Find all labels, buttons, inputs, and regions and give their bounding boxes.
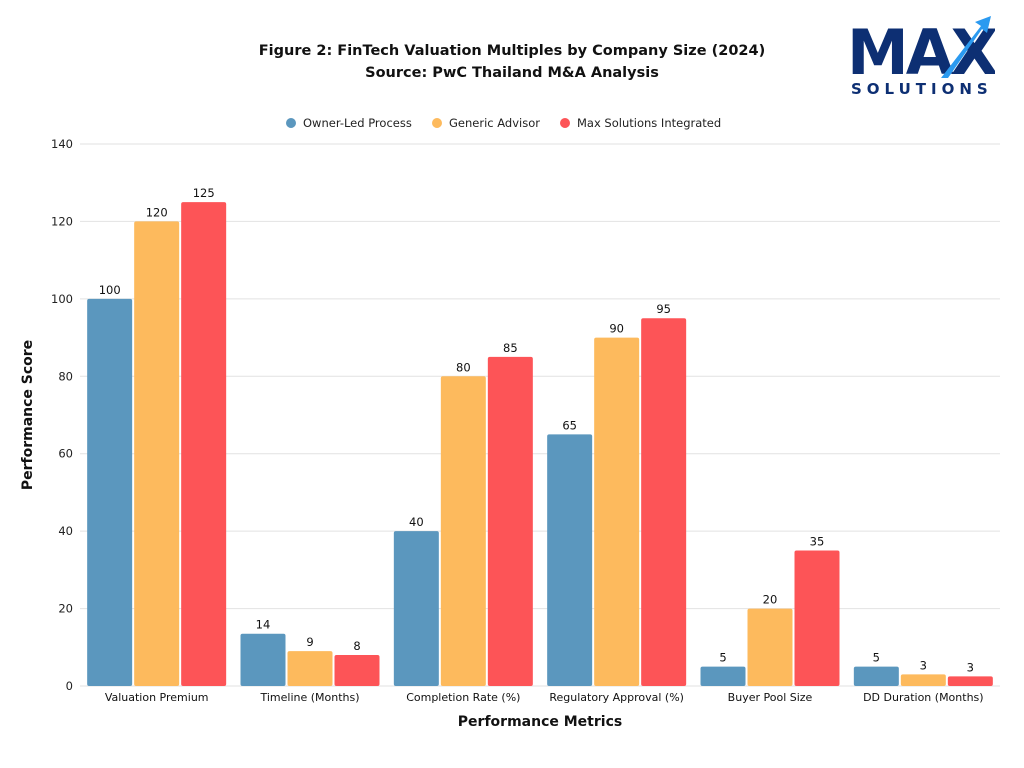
legend: Owner-Led Process Generic Advisor Max Solu… — [286, 116, 721, 130]
data-label: 3 — [967, 660, 974, 674]
bar — [547, 434, 593, 686]
data-label: 9 — [306, 635, 313, 649]
x-category-label: Timeline (Months) — [259, 691, 359, 704]
data-label: 5 — [719, 651, 726, 665]
y-tick-label: 20 — [58, 602, 73, 616]
bar — [287, 651, 333, 686]
bar — [334, 655, 380, 686]
data-label: 80 — [456, 360, 471, 374]
bar — [594, 337, 640, 686]
max-solutions-logo: MAX SOLUTIONS — [847, 16, 995, 98]
bar — [87, 298, 133, 686]
bar — [134, 221, 180, 686]
y-tick-label: 140 — [51, 137, 73, 151]
legend-item: Max Solutions Integrated — [560, 116, 721, 130]
y-tick-label: 40 — [58, 524, 73, 538]
data-label: 65 — [562, 418, 577, 432]
y-axis-title: Performance Score — [20, 340, 36, 490]
data-label: 40 — [409, 515, 424, 529]
bar — [440, 376, 486, 686]
x-category-label: Regulatory Approval (%) — [549, 691, 684, 704]
legend-swatch — [432, 118, 442, 128]
data-label: 14 — [256, 618, 271, 632]
y-tick-label: 120 — [51, 214, 73, 228]
bar — [947, 676, 993, 686]
chart-title: Figure 2: FinTech Valuation Multiples by… — [258, 43, 766, 59]
y-tick-label: 80 — [58, 369, 73, 383]
x-category-label: Valuation Premium — [105, 691, 209, 704]
data-labels: 100 120 125 14 9 8 40 80 85 65 90 95 5 20 35 5 3 3 — [99, 186, 974, 674]
legend-item: Owner-Led Process — [286, 116, 412, 130]
data-label: 5 — [873, 651, 880, 665]
bar — [240, 633, 286, 686]
data-label: 120 — [146, 205, 168, 219]
bar — [794, 550, 840, 686]
bar — [181, 202, 227, 687]
logo-arrow-icon — [941, 16, 991, 78]
legend-label: Generic Advisor — [449, 116, 540, 130]
logo-wordmark: MAX — [847, 16, 995, 89]
x-axis-title: Performance Metrics — [458, 714, 622, 730]
data-label: 85 — [503, 341, 518, 355]
x-category-label: DD Duration (Months) — [863, 691, 984, 704]
bar — [487, 356, 533, 686]
x-category-label: Buyer Pool Size — [728, 691, 813, 704]
x-category-label: Completion Rate (%) — [406, 691, 520, 704]
legend-label: Max Solutions Integrated — [577, 116, 721, 130]
bar — [641, 318, 687, 686]
y-tick-label: 60 — [58, 447, 73, 461]
gridlines — [80, 143, 1000, 687]
bar — [700, 666, 746, 686]
bar — [747, 608, 793, 686]
logo-tagline: SOLUTIONS — [851, 80, 993, 98]
legend-label: Owner-Led Process — [303, 116, 412, 130]
data-label: 95 — [656, 302, 671, 316]
chart-title-block: Figure 2: FinTech Valuation Multiples by… — [0, 40, 1024, 84]
chart-subtitle: Source: PwC Thailand M&A Analysis — [365, 65, 659, 81]
y-tick-label: 0 — [66, 679, 73, 693]
bar — [393, 531, 439, 686]
y-axis-ticks: 0 20 40 60 80 100 120 140 — [51, 137, 73, 693]
legend-swatch — [286, 118, 296, 128]
bar — [853, 666, 899, 686]
data-label: 35 — [810, 535, 825, 549]
data-label: 8 — [353, 639, 360, 653]
legend-swatch — [560, 118, 570, 128]
bar — [900, 674, 946, 686]
legend-item: Generic Advisor — [432, 116, 540, 130]
data-label: 90 — [609, 322, 624, 336]
data-label: 100 — [99, 283, 121, 297]
y-tick-label: 100 — [51, 292, 73, 306]
data-label: 3 — [920, 658, 927, 672]
bars — [87, 202, 993, 687]
x-axis-categories: Valuation Premium Timeline (Months) Comple… — [105, 691, 984, 704]
data-label: 20 — [763, 593, 778, 607]
data-label: 125 — [193, 186, 215, 200]
